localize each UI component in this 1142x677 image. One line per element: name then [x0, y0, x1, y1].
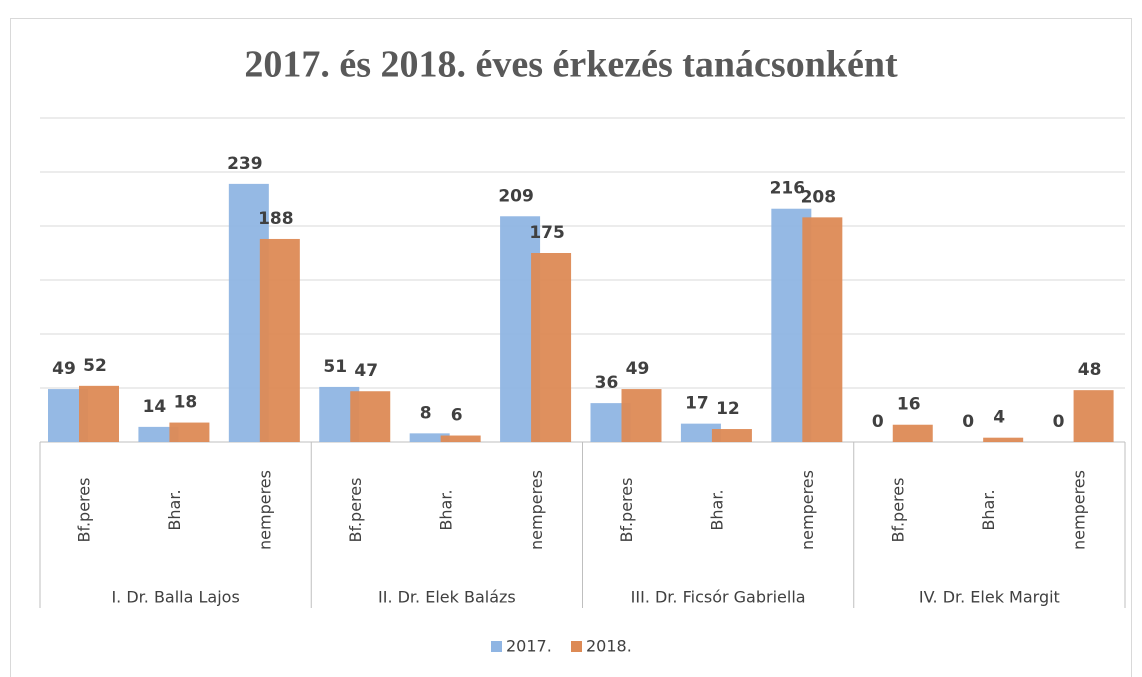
bar: [711, 429, 752, 442]
value-label: 209: [498, 186, 534, 206]
x-tick-label: Bhar.: [436, 489, 455, 530]
bar: [79, 385, 119, 442]
bar: [350, 391, 391, 442]
bar: [892, 424, 933, 442]
value-label: 188: [258, 209, 294, 229]
x-tick-label: Bf.peres: [346, 478, 365, 543]
x-tick-label: nemperes: [1069, 470, 1088, 550]
legend-swatch: [491, 641, 502, 652]
value-label: 0: [962, 412, 974, 432]
bar: [259, 238, 300, 442]
value-label: 51: [323, 357, 347, 377]
bar: [409, 433, 450, 442]
bar: [138, 426, 179, 442]
group-label: II. Dr. Elek Balázs: [378, 588, 516, 607]
bar: [983, 437, 1024, 442]
value-label: 216: [770, 179, 806, 199]
value-label: 8: [420, 403, 432, 423]
value-label: 49: [626, 359, 650, 379]
value-label: 49: [52, 359, 76, 379]
bar: [802, 217, 843, 442]
value-label: 208: [801, 187, 837, 207]
x-tick-label: Bf.peres: [75, 478, 94, 543]
x-tick-label: Bf.peres: [888, 478, 907, 543]
bar: [440, 435, 481, 442]
value-label: 12: [716, 399, 740, 419]
legend-label: 2018.: [586, 637, 632, 656]
group-label: IV. Dr. Elek Margit: [919, 588, 1060, 607]
value-label: 52: [83, 356, 107, 376]
value-label: 175: [529, 223, 565, 243]
value-label: 239: [227, 154, 263, 174]
value-label: 0: [1053, 412, 1065, 432]
value-label: 17: [685, 394, 709, 414]
bar: [680, 423, 721, 442]
group-label: III. Dr. Ficsór Gabriella: [631, 588, 806, 607]
x-tick-label: nemperes: [527, 470, 546, 550]
value-label: 6: [451, 406, 463, 426]
value-label: 4: [993, 408, 1005, 428]
bar: [621, 389, 662, 442]
x-tick-label: nemperes: [798, 470, 817, 550]
x-tick-label: nemperes: [256, 470, 275, 550]
value-label: 47: [354, 361, 378, 381]
bar: [169, 422, 210, 442]
value-label: 36: [595, 373, 619, 393]
bar: [1073, 390, 1114, 442]
value-label: 16: [897, 395, 921, 415]
value-label: 18: [174, 393, 198, 413]
value-label: 0: [872, 412, 884, 432]
x-tick-label: Bhar.: [708, 489, 727, 530]
x-tick-label: Bf.peres: [617, 478, 636, 543]
group-label: I. Dr. Balla Lajos: [111, 588, 239, 607]
x-tick-label: Bhar.: [165, 489, 184, 530]
legend-swatch: [571, 641, 582, 652]
bar: [531, 253, 572, 442]
chart-title: 2017. és 2018. éves érkezés tanácsonként: [244, 44, 898, 86]
value-label: 48: [1078, 360, 1102, 380]
legend-label: 2017.: [506, 637, 552, 656]
value-label: 14: [143, 397, 167, 417]
x-tick-label: Bhar.: [979, 489, 998, 530]
